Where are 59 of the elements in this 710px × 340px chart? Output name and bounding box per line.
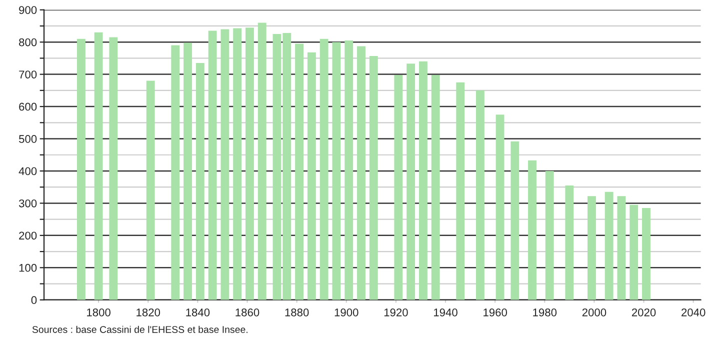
bar [369,56,378,300]
y-tick-label: 200 [19,232,37,240]
bar [307,52,316,300]
bar [76,38,86,300]
bar [146,80,155,300]
x-tick-label: 1840 [186,308,210,316]
bar [476,90,484,300]
y-tick-label: 800 [19,38,37,46]
y-tick-label: 100 [19,264,37,272]
x-tick-label: 2040 [682,308,706,316]
bar [332,42,341,300]
bar [184,42,192,300]
bar [496,114,504,300]
bar [109,37,118,300]
x-tick-label: 1920 [384,308,408,316]
x-tick-label: 2000 [582,308,606,316]
bar [394,74,403,300]
bar [565,185,574,300]
bar [630,204,638,300]
bar [196,63,204,300]
bar [617,196,626,300]
y-tick-label: 600 [19,102,37,111]
x-tick-label: 1820 [136,308,160,316]
source-note: Sources : base Cassini de l'EHESS et base Insee. [32,326,248,333]
y-tick-label: 500 [18,135,37,143]
bar [320,38,328,300]
x-tick-label: 1860 [236,308,260,316]
x-tick-label: 2020 [632,308,656,316]
y-tick-label: 400 [18,167,37,176]
bar [258,22,266,300]
y-tick-label: 700 [19,70,37,78]
bar [357,46,366,300]
y-tick-label: 0 [31,296,37,304]
x-tick-label: 1880 [285,308,309,316]
x-tick-label: 1980 [533,308,557,316]
bar [456,82,465,300]
x-tick-label: 1900 [334,308,358,316]
bar [528,160,536,300]
bar [94,32,103,300]
bar [545,170,554,300]
x-tick-label: 1940 [434,308,458,316]
bar [208,30,217,300]
bar [510,141,520,300]
y-tick-label: 300 [18,199,37,208]
y-tick-label: 900 [19,6,37,14]
bar [344,40,354,300]
bar [418,61,428,300]
bar [220,29,230,300]
bar [431,74,440,300]
bar [295,44,304,300]
bar [246,28,254,300]
x-tick-label: 1800 [87,308,110,316]
bar [588,196,596,300]
x-tick-label: 1960 [484,308,507,316]
bar [406,64,416,300]
bar [604,192,614,300]
bar [171,45,180,300]
bar [233,28,242,300]
bar [642,208,650,300]
